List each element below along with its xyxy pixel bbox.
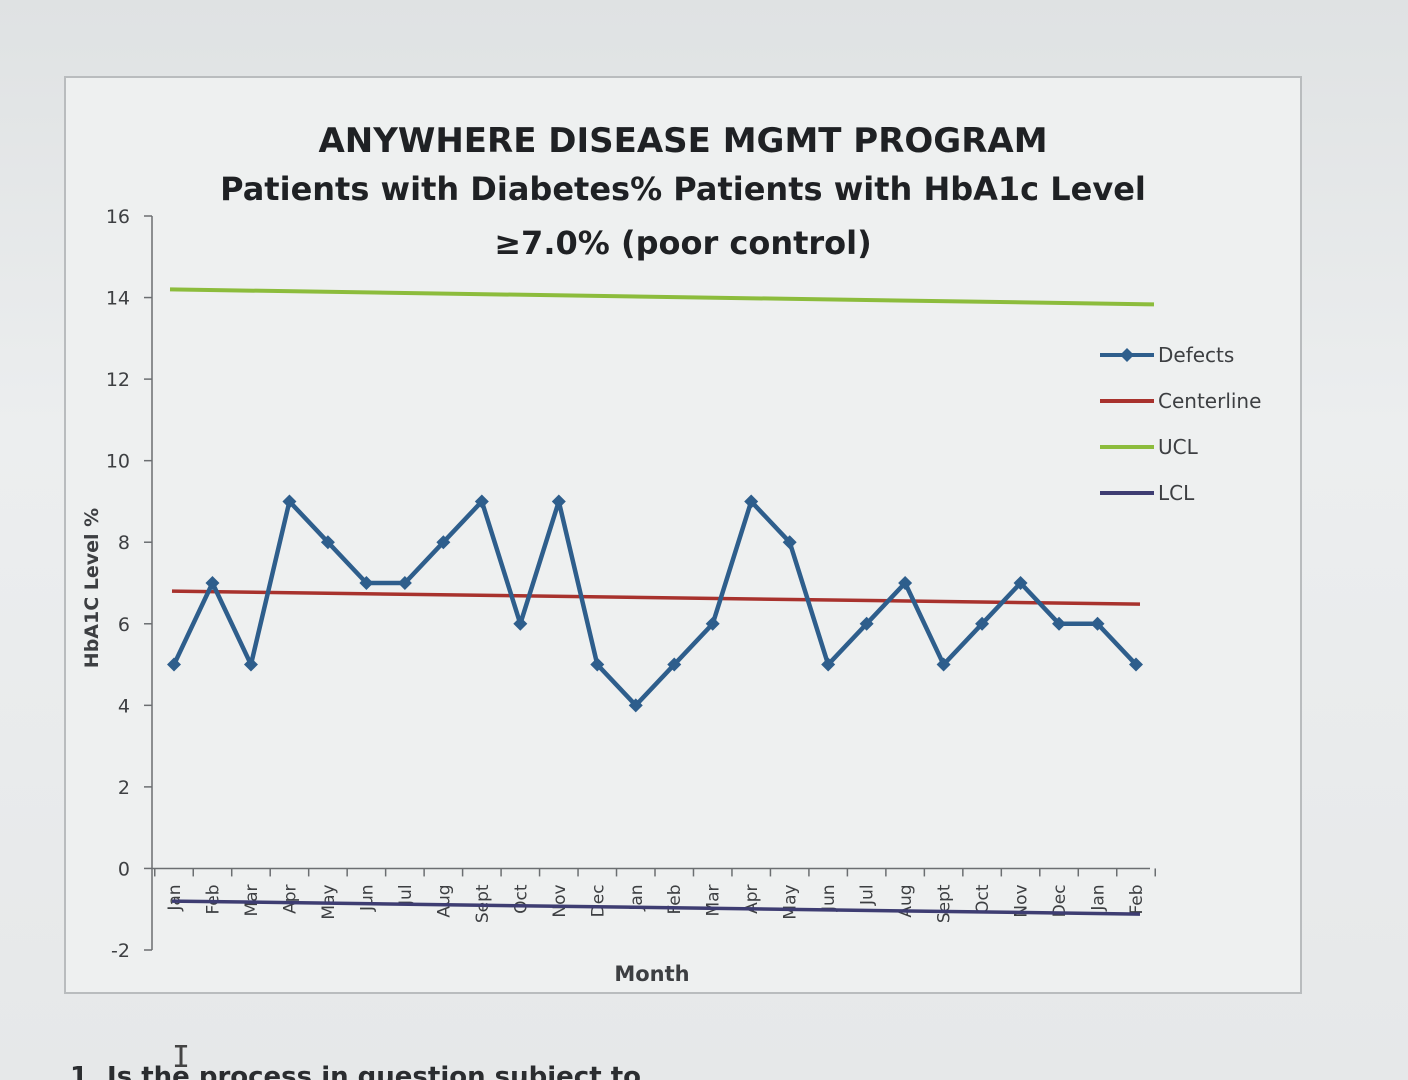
ucl-line xyxy=(169,287,1155,307)
y-tick-label: 4 xyxy=(118,695,130,717)
legend-label: Centerline xyxy=(1158,389,1261,413)
defects-point xyxy=(397,576,412,590)
defects-point xyxy=(205,576,220,590)
y-tick-label: 2 xyxy=(118,777,130,799)
defects-point xyxy=(1090,616,1105,631)
y-tick-label: 8 xyxy=(118,532,130,554)
x-tick-label: Aug xyxy=(434,884,454,917)
x-tick-label: Jan xyxy=(1089,884,1109,911)
defects-line xyxy=(171,499,1138,708)
chart-title-line-2: Patients with Diabetes% Patients with Hb… xyxy=(220,170,1146,208)
x-tick-label: Jan xyxy=(627,884,647,911)
defects-point xyxy=(782,535,797,550)
legend-label: UCL xyxy=(1158,435,1199,459)
defects-point xyxy=(628,698,643,713)
defects-point xyxy=(513,616,528,631)
x-tick-label: Oct xyxy=(973,884,993,914)
defects-point xyxy=(821,657,836,672)
x-tick-label: Feb xyxy=(203,884,223,914)
defects-point xyxy=(243,657,258,672)
defects-point xyxy=(744,494,759,509)
defects-point xyxy=(474,494,489,509)
defects-point xyxy=(1129,657,1143,672)
defects-point xyxy=(898,576,913,590)
y-tick-label: 10 xyxy=(106,451,130,473)
defects-point xyxy=(859,616,874,631)
y-tick-label: 14 xyxy=(106,288,130,310)
defects-point xyxy=(590,657,605,672)
x-tick-label: Jan xyxy=(165,884,185,911)
defects-point xyxy=(436,535,451,550)
defects-point xyxy=(282,494,297,509)
y-tick-label: 0 xyxy=(118,858,130,880)
defects-point xyxy=(167,657,181,672)
x-tick-label: Dec xyxy=(588,884,608,917)
legend-marker xyxy=(1120,348,1134,362)
chart-title-line-3: ≥7.0% (poor control) xyxy=(494,224,872,262)
defects-point xyxy=(975,616,990,631)
y-tick-label: -2 xyxy=(111,940,130,962)
defects-point xyxy=(320,535,335,550)
question-text[interactable]: 1. Is the process in question subject to xyxy=(70,1062,641,1080)
x-tick-label: Jun xyxy=(819,884,839,912)
x-tick-label: Apr xyxy=(742,884,762,913)
defects-point xyxy=(551,494,566,509)
text-cursor-icon: I xyxy=(172,1040,191,1075)
x-tick-label: Dec xyxy=(1050,884,1070,917)
legend-label: LCL xyxy=(1158,481,1195,505)
defects-point xyxy=(1052,616,1067,631)
x-tick-label: Jul xyxy=(396,884,416,906)
y-axis-label: HbA1C Level % xyxy=(81,508,103,668)
x-tick-label: Jun xyxy=(357,884,377,912)
x-tick-label: Mar xyxy=(704,884,724,916)
lcl-line xyxy=(171,899,1141,916)
x-tick-label: Feb xyxy=(665,884,685,914)
centerline-line xyxy=(171,589,1141,606)
y-tick-label: 6 xyxy=(118,614,130,636)
x-tick-label: May xyxy=(781,884,801,919)
defects-point xyxy=(667,657,682,672)
x-tick-label: Nov xyxy=(1012,884,1032,917)
defects-point xyxy=(705,616,720,631)
x-tick-label: Oct xyxy=(511,884,531,914)
x-tick-label: Jul xyxy=(858,884,878,906)
y-axis: -2 0 2 4 6 8 10 12 14 16 xyxy=(106,206,153,962)
x-tick-label: Apr xyxy=(280,884,300,913)
x-axis: Jan Feb Mar Apr May Jun Jul Aug Sept Oct Nov Dec Jan… xyxy=(152,867,1156,923)
legend-label: Defects xyxy=(1158,343,1234,367)
y-tick-label: 16 xyxy=(106,206,130,228)
x-tick-label: Sept xyxy=(935,884,955,923)
x-tick-label: Feb xyxy=(1127,884,1147,914)
series-layer xyxy=(167,287,1155,916)
defects-point xyxy=(936,657,951,672)
defects-point xyxy=(1013,576,1028,590)
defects-point xyxy=(359,576,374,590)
x-axis-label: Month xyxy=(614,962,689,986)
chart-title: ANYWHERE DISEASE MGMT PROGRAM Patients w… xyxy=(220,121,1146,262)
y-tick-label: 12 xyxy=(106,369,130,391)
chart-title-line-1: ANYWHERE DISEASE MGMT PROGRAM xyxy=(318,121,1047,161)
x-tick-label: Nov xyxy=(550,884,570,917)
legend: Defects Centerline UCL LCL xyxy=(1100,343,1261,505)
chart-frame[interactable] xyxy=(64,76,1302,994)
